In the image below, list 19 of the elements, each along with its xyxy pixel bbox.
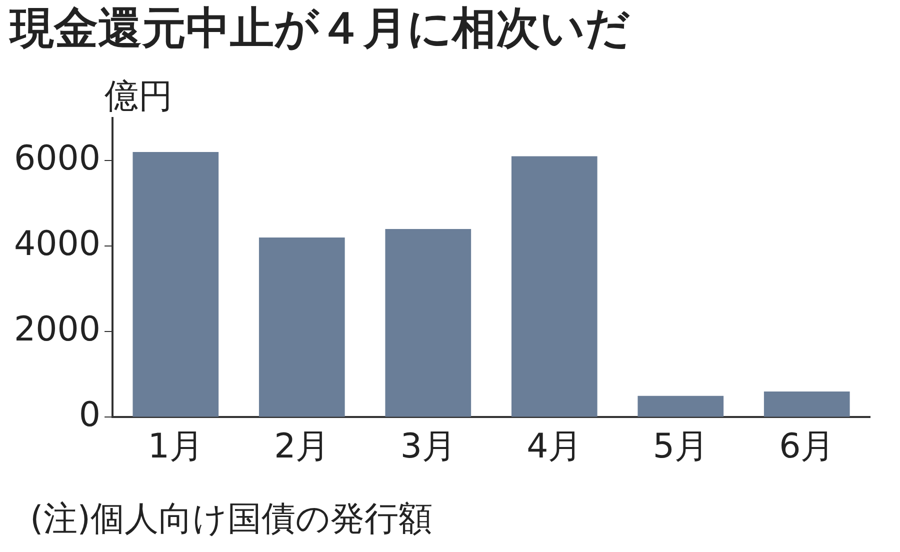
chart-title: 現金還元中止が４月に相次いだ [8,2,630,54]
y-tick-label: 0 [78,395,101,436]
y-tick-label: 6000 [14,138,101,178]
x-tick-label: 2月 [274,426,330,466]
x-tick-label: 3月 [400,426,456,466]
bar [764,392,850,417]
bar [638,396,724,417]
bar [258,238,345,417]
x-tick-label: 5月 [652,426,708,466]
y-tick-label: 4000 [14,224,101,264]
x-tick-label: 1月 [148,426,204,466]
text: (注)個人向け国債の発行額 [30,499,433,539]
bar [385,229,472,417]
bar [132,152,219,417]
bar [511,156,598,417]
x-tick-label: 4月 [526,426,582,466]
y-axis-title: 億円 [104,76,173,117]
y-tick-label: 2000 [14,309,101,350]
x-tick-label: 6月 [779,426,835,466]
